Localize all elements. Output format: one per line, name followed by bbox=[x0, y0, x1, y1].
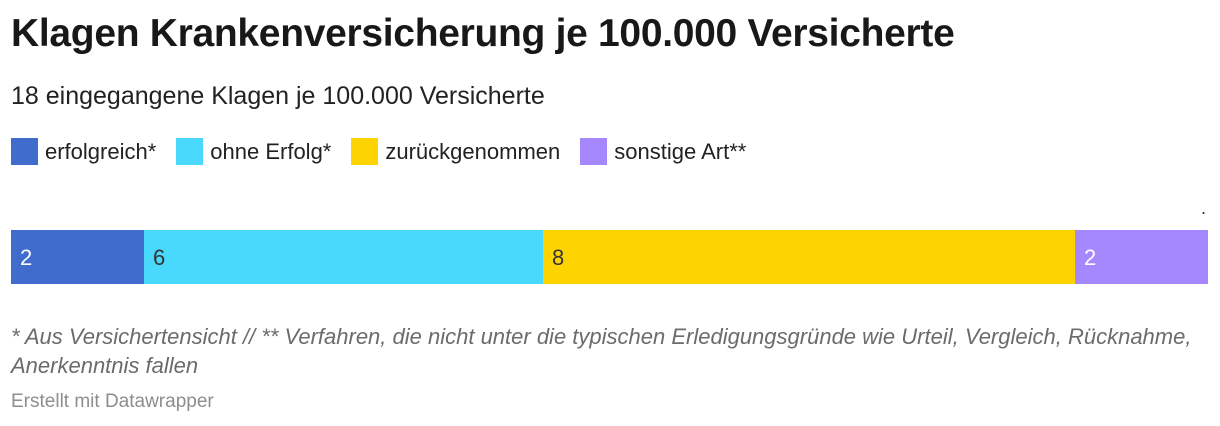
footnote: * Aus Versichertensicht // ** Verfahren,… bbox=[11, 324, 1192, 378]
bar-value-label-ohne-erfolg: 6 bbox=[153, 245, 165, 270]
legend-item-ohne-erfolg: ohne Erfolg* bbox=[176, 138, 331, 165]
legend-swatch-sonstige-art bbox=[580, 138, 608, 165]
legend-swatch-erfolgreich bbox=[11, 138, 38, 165]
bar-segment-sonstige-art bbox=[1075, 230, 1208, 284]
bar-value-label-zurückgenommen: 8 bbox=[552, 245, 564, 270]
legend-label-zurueckgenommen: zurückgenommen bbox=[385, 138, 561, 164]
chart-subtitle: 18 eingegangene Klagen je 100.000 Versic… bbox=[11, 82, 545, 110]
bar-segments: 2 6 8 2 bbox=[11, 230, 1208, 284]
chart-title: Klagen Krankenversicherung je 100.000 Ve… bbox=[11, 12, 955, 55]
legend-label-ohne-erfolg: ohne Erfolg* bbox=[210, 138, 332, 164]
legend-item-sonstige-art: sonstige Art** bbox=[580, 138, 746, 165]
legend-label-erfolgreich: erfolgreich* bbox=[45, 138, 157, 164]
legend-swatch-zurueckgenommen bbox=[351, 138, 379, 165]
bar-segment-erfolgreich bbox=[11, 230, 144, 284]
legend-swatch-ohne-erfolg bbox=[176, 138, 204, 165]
bar-value-label-erfolgreich: 2 bbox=[20, 245, 32, 270]
legend: erfolgreich* ohne Erfolg* zurückgenommen… bbox=[11, 138, 766, 165]
credit-link[interactable]: Erstellt mit Datawrapper bbox=[11, 391, 214, 412]
bar-value-label-sonstige-art: 2 bbox=[1084, 245, 1096, 270]
bar-segment-zurückgenommen bbox=[543, 230, 1075, 284]
legend-item-zurueckgenommen: zurückgenommen bbox=[351, 138, 560, 165]
legend-label-sonstige-art: sonstige Art** bbox=[614, 138, 747, 164]
legend-item-erfolgreich: erfolgreich* bbox=[11, 138, 156, 165]
bar-segment-ohne-erfolg bbox=[144, 230, 543, 284]
row-label: . bbox=[1201, 198, 1207, 218]
